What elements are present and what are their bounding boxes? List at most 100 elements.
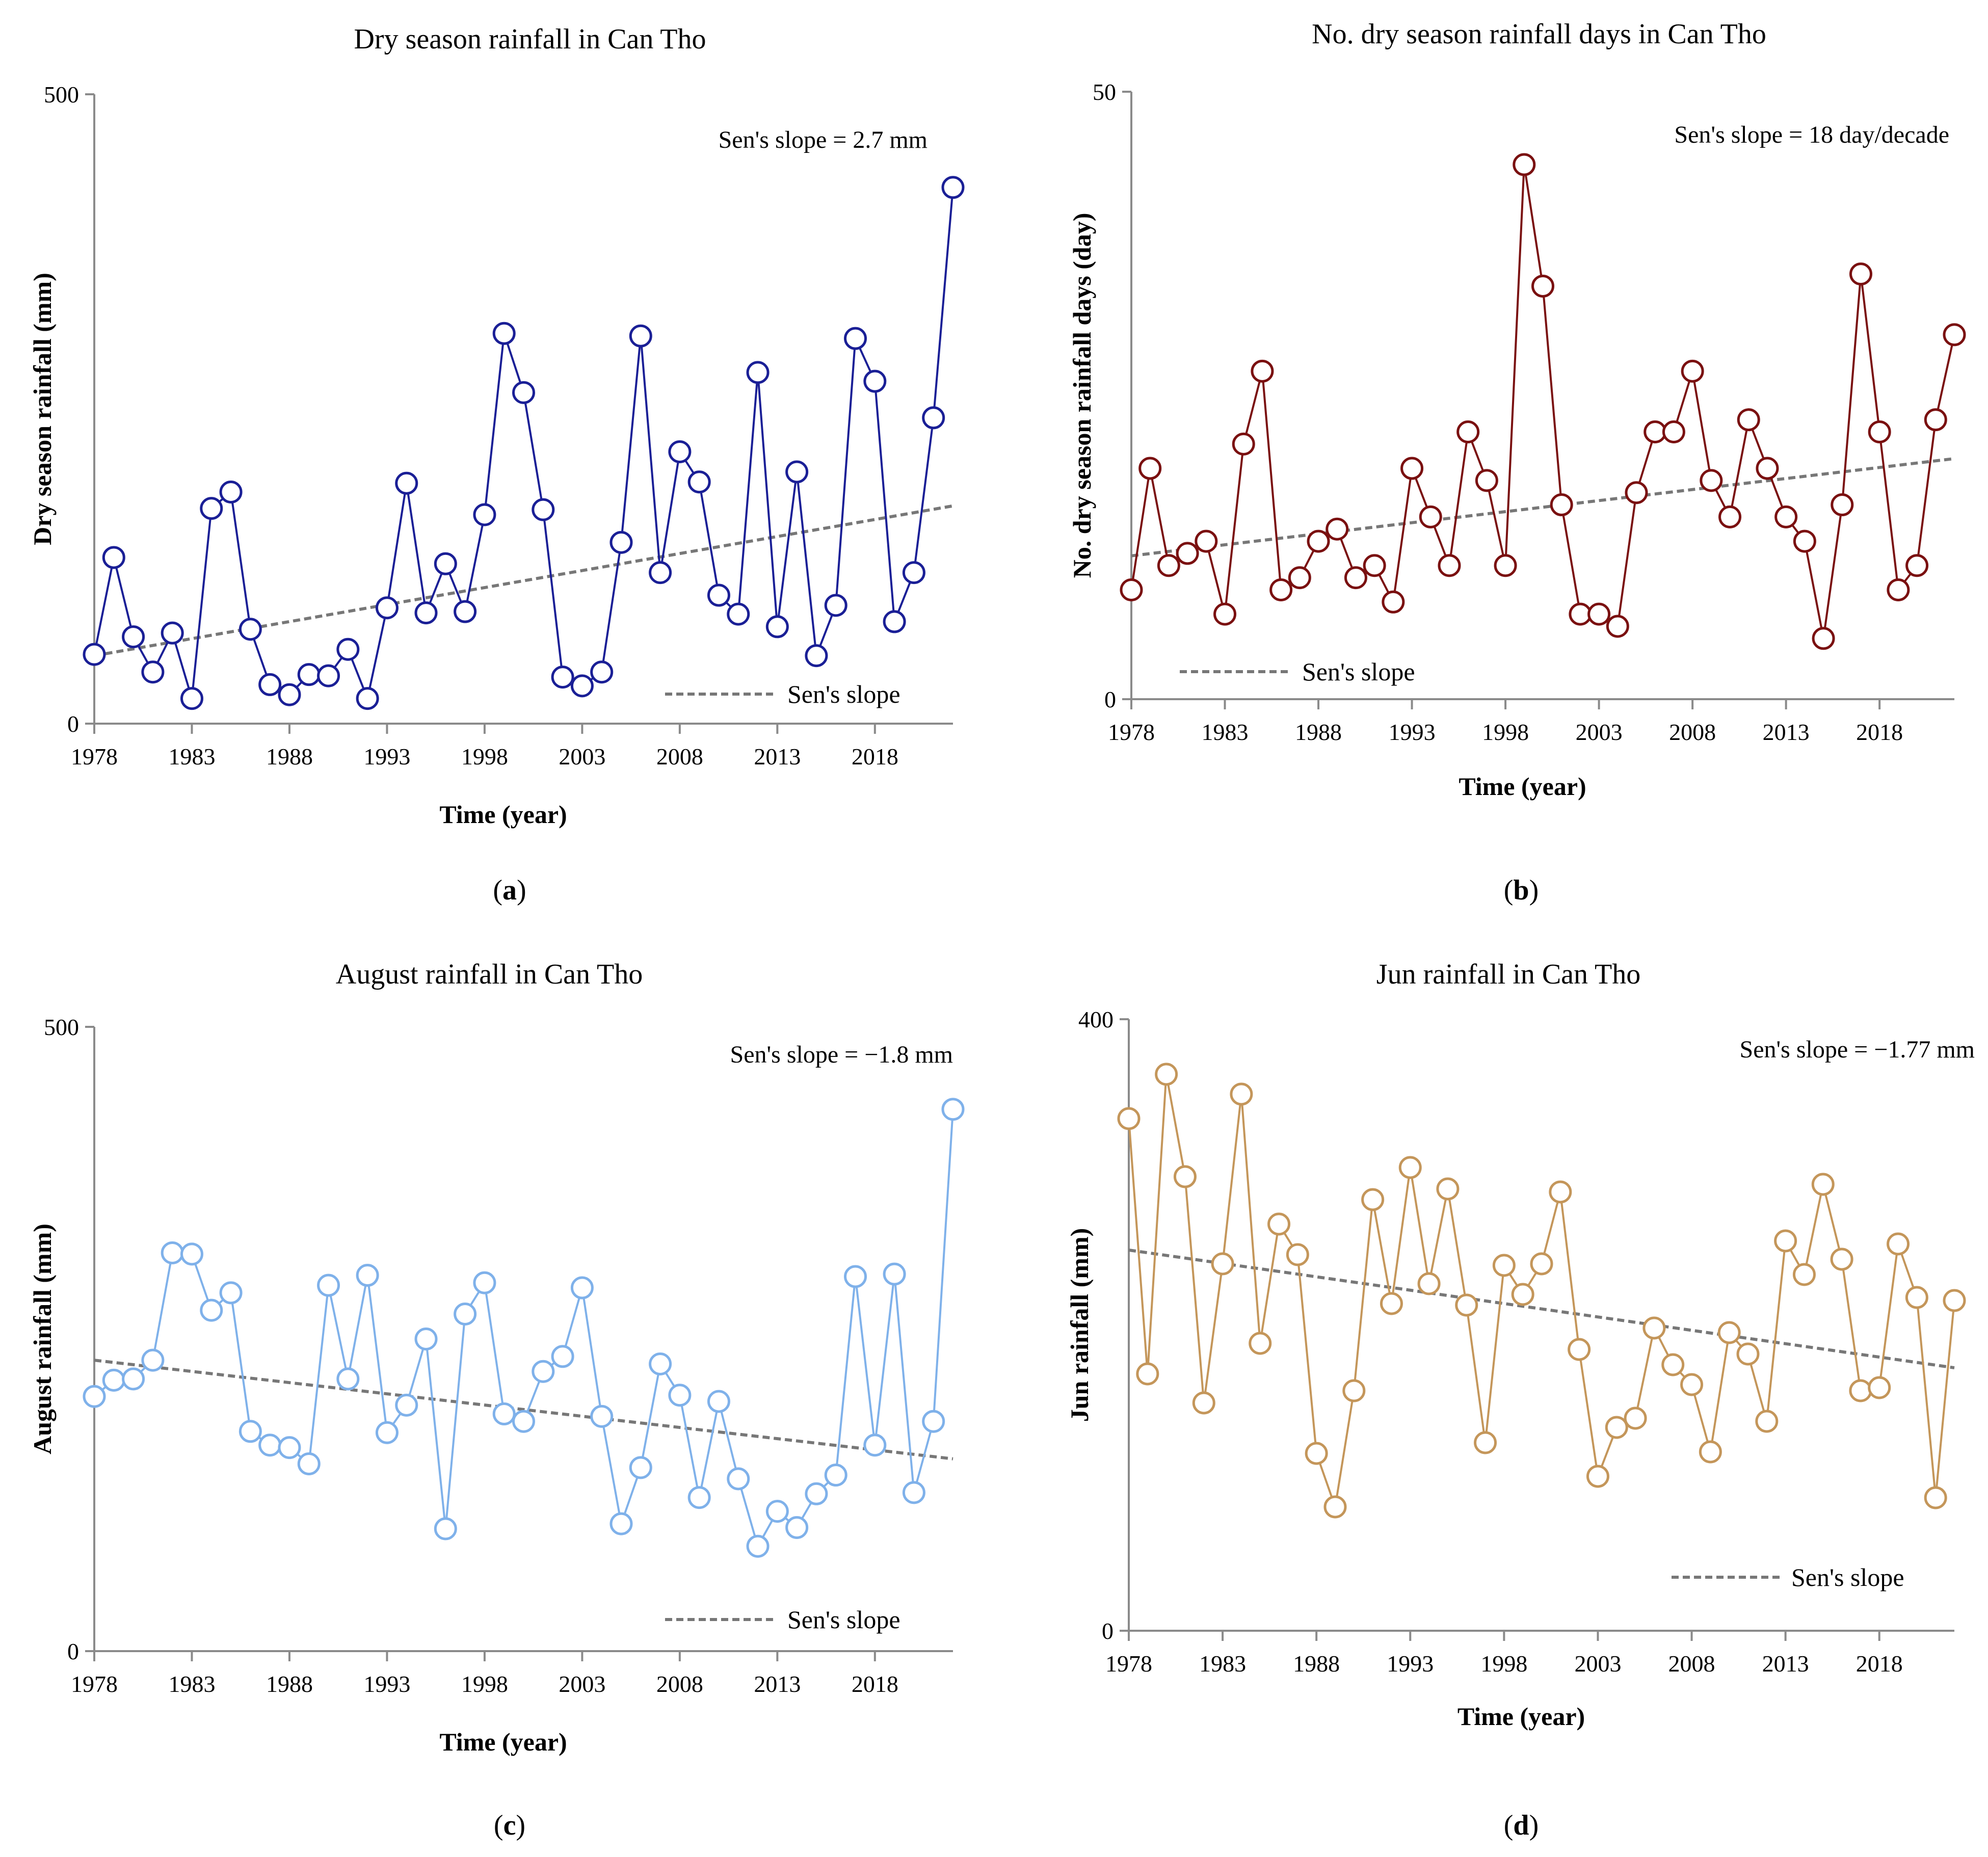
- data-point-1982: [1195, 529, 1218, 553]
- x-tick-label: 1978: [1108, 719, 1155, 745]
- data-point-1982: [161, 621, 184, 645]
- x-tick-label: 1988: [266, 744, 313, 770]
- data-point-1988: [278, 1436, 301, 1460]
- data-point-2017: [1849, 1379, 1872, 1402]
- panel-label-letter: c: [503, 1810, 516, 1841]
- data-point-2017: [844, 1265, 867, 1288]
- data-point-2019: [883, 610, 906, 633]
- panel-label-open-paren: (: [493, 874, 502, 906]
- data-point-1989: [297, 663, 321, 686]
- y-axis-label: August rainfall (mm): [28, 1224, 57, 1454]
- data-point-1999: [492, 322, 516, 345]
- x-tick-label: 1998: [461, 1671, 508, 1697]
- data-point-1981: [141, 660, 165, 684]
- data-point-2022: [941, 1098, 965, 1121]
- data-point-1996: [1455, 1293, 1478, 1317]
- data-point-2020: [1905, 1286, 1928, 1309]
- y-tick-label: 500: [44, 82, 79, 108]
- y-tick-label: 0: [1104, 686, 1116, 712]
- x-tick-label: 1978: [1105, 1651, 1152, 1677]
- data-point-2021: [922, 1410, 945, 1433]
- data-point-1978: [83, 1385, 106, 1408]
- panel-label-open-paren: (: [1504, 1810, 1514, 1841]
- x-tick-label: 2018: [1856, 719, 1903, 745]
- data-point-2021: [922, 406, 945, 430]
- legend-label: Sen's slope: [787, 1605, 900, 1634]
- data-point-1998: [1492, 1254, 1516, 1277]
- trend-line: [1131, 457, 1955, 558]
- data-point-1990: [317, 1274, 340, 1297]
- data-point-1986: [238, 1420, 262, 1443]
- data-point-1986: [1269, 578, 1293, 601]
- trend-line: [94, 1359, 953, 1461]
- data-point-2019: [1887, 1232, 1910, 1256]
- data-point-2009: [1699, 1440, 1722, 1464]
- panel-label: (b): [1504, 874, 1539, 906]
- data-point-1985: [1249, 1332, 1272, 1355]
- data-point-2007: [1661, 1353, 1685, 1376]
- y-axis-label: Dry season rainfall (mm): [28, 273, 57, 545]
- x-tick-label: 1998: [461, 744, 508, 770]
- data-point-1979: [1136, 1362, 1159, 1386]
- x-tick-label: 2013: [754, 1671, 801, 1697]
- data-point-1984: [1230, 1082, 1253, 1106]
- panel-label: (a): [493, 874, 526, 906]
- x-tick-label: 2003: [559, 744, 605, 770]
- x-tick-label: 2008: [656, 744, 703, 770]
- data-point-1999: [1513, 153, 1536, 176]
- data-point-2002: [1568, 1338, 1591, 1361]
- data-point-1985: [219, 481, 243, 504]
- panel-label-open-paren: (: [1504, 874, 1514, 906]
- data-point-2016: [1830, 1248, 1853, 1271]
- data-point-2020: [1905, 554, 1929, 577]
- y-tick-label: 400: [1078, 1006, 1114, 1032]
- data-point-2002: [551, 1345, 574, 1368]
- data-point-2009: [1700, 469, 1723, 492]
- data-point-1982: [161, 1241, 184, 1264]
- data-point-1988: [1305, 1442, 1328, 1465]
- data-point-2003: [570, 1276, 594, 1299]
- data-point-2005: [609, 1512, 633, 1535]
- trend-line: [1128, 1249, 1955, 1369]
- data-point-2010: [1718, 505, 1742, 528]
- data-point-2004: [1605, 1416, 1628, 1439]
- data-point-1999: [1511, 1283, 1534, 1306]
- y-tick-label: 500: [44, 1014, 79, 1040]
- data-point-1980: [122, 625, 145, 649]
- data-point-1992: [1382, 590, 1405, 614]
- panel-label-letter: d: [1513, 1810, 1529, 1841]
- panel-label: (d): [1504, 1810, 1539, 1841]
- data-point-2015: [1811, 1173, 1835, 1196]
- data-point-2021: [1924, 1486, 1947, 1509]
- data-point-2011: [1737, 408, 1760, 432]
- panel-label-close-paren: ): [1529, 874, 1539, 906]
- data-point-2002: [1569, 602, 1592, 626]
- data-point-2010: [707, 583, 730, 607]
- y-tick-label: 50: [1093, 79, 1116, 105]
- panel-label-close-paren: ): [1529, 1810, 1539, 1841]
- data-point-2001: [1549, 1180, 1572, 1204]
- data-point-1997: [454, 1303, 477, 1325]
- panel-label-letter: b: [1513, 874, 1529, 906]
- data-point-2003: [570, 674, 594, 698]
- data-point-1997: [1474, 1431, 1497, 1454]
- legend: Sen's slope: [1672, 1563, 1904, 1591]
- data-point-2004: [590, 660, 614, 684]
- data-point-2018: [863, 1434, 887, 1457]
- data-point-1992: [356, 1264, 379, 1287]
- x-tick-label: 1978: [71, 1671, 118, 1697]
- panel-label-letter: a: [502, 874, 517, 906]
- data-point-1994: [1419, 505, 1442, 528]
- legend: Sen's slope: [665, 1605, 900, 1634]
- data-point-2013: [765, 615, 789, 639]
- data-point-1996: [434, 1517, 457, 1541]
- chart-title: August rainfall in Can Tho: [336, 959, 643, 990]
- data-point-1990: [1344, 566, 1367, 590]
- data-point-2013: [1774, 505, 1798, 528]
- data-point-1987: [258, 673, 282, 696]
- chart-title: Dry season rainfall in Can Tho: [354, 23, 706, 55]
- sens-slope-annotation: Sen's slope = −1.8 mm: [730, 1041, 953, 1068]
- y-tick-label: 0: [67, 1638, 79, 1664]
- data-point-1980: [122, 1367, 145, 1391]
- data-point-1982: [1192, 1391, 1215, 1415]
